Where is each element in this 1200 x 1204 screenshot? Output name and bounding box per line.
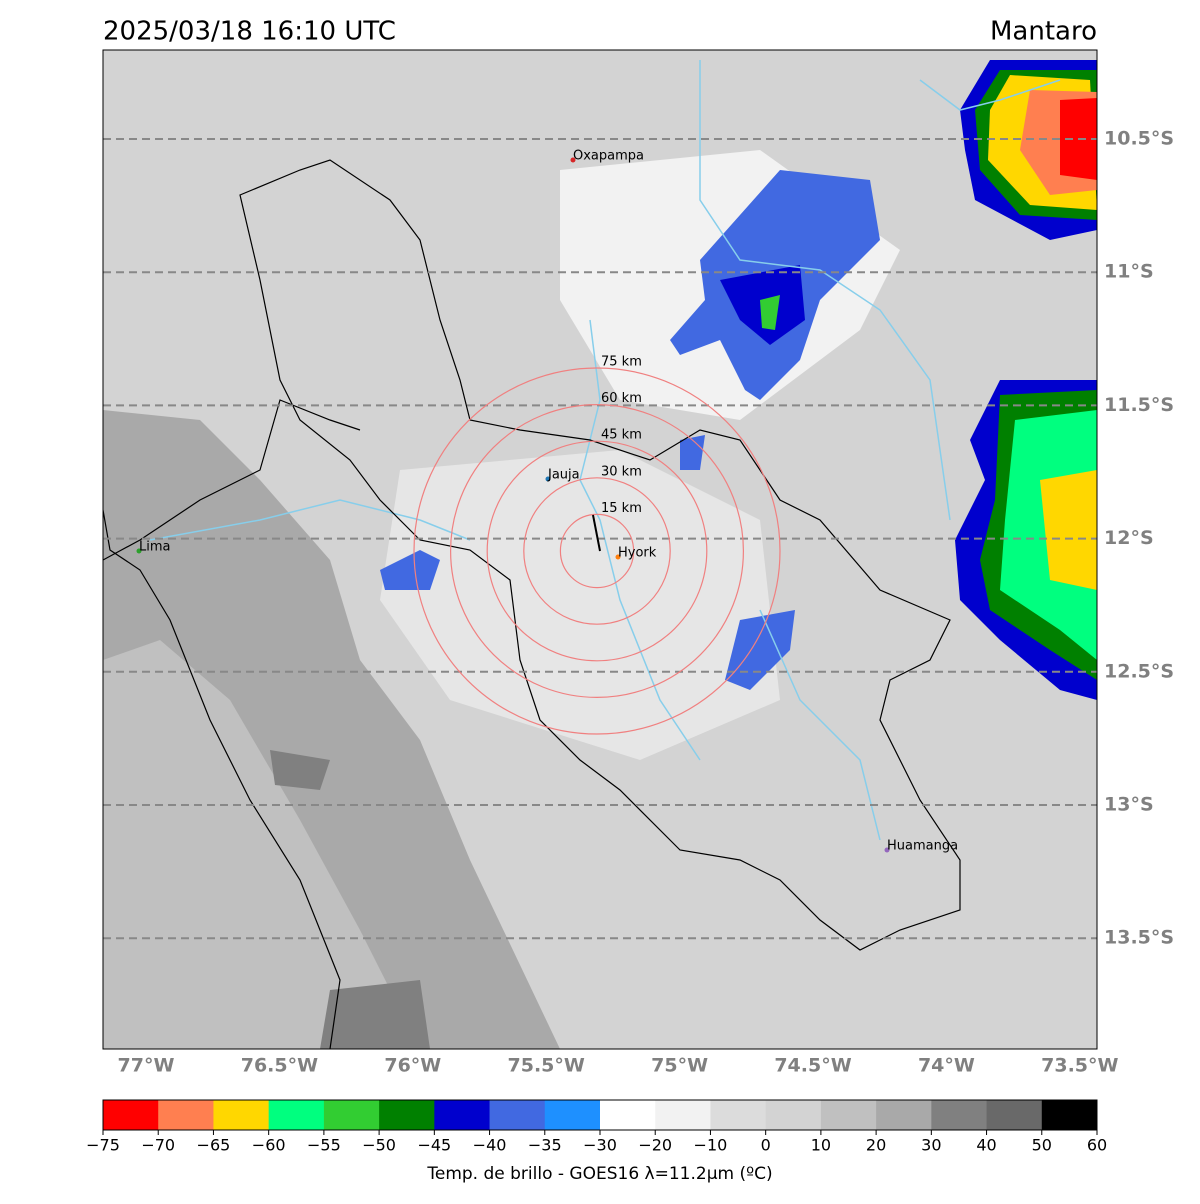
convective-cell: [380, 435, 795, 690]
colorbar-box: [323, 1100, 380, 1130]
basin-outline: [103, 159, 961, 1049]
colorbar-tick-label: −55: [307, 1136, 341, 1155]
colorbar-box: [489, 1100, 546, 1130]
city-label: Lima: [139, 540, 170, 555]
colorbar-box: [600, 1100, 656, 1130]
cloud-area: [380, 450, 780, 760]
ring-label: 60 km: [601, 391, 642, 406]
colorbar-box: [268, 1100, 325, 1130]
range-rings: [413, 367, 781, 735]
city-marker: [615, 554, 621, 560]
lon-label: 75.5°W: [508, 1055, 585, 1077]
city-label: Jauja: [547, 468, 580, 483]
rivers: [149, 60, 1061, 841]
labels: 10.5°S 11°S 11.5°S 12°S 12.5°S 13°S 13.5°S 77°W…: [86, 128, 1174, 1185]
colorbar-tick-label: −65: [197, 1136, 231, 1155]
colorbar-tick-label: −35: [528, 1136, 562, 1155]
warm-patch: [270, 750, 430, 1049]
lon-label: 73.5°W: [1041, 1055, 1118, 1077]
city-marker: [545, 476, 551, 482]
colorbar-tick-label: 0: [761, 1136, 771, 1155]
range-ring: [559, 513, 635, 589]
city-label: Oxapampa: [573, 149, 644, 164]
city-marker: [136, 548, 142, 554]
ring-label: 45 km: [601, 428, 642, 443]
colorbar-tick-label: −40: [473, 1136, 507, 1155]
map-frame: [102, 49, 1098, 1050]
ocean-area: [103, 640, 420, 1049]
colorbar-tick-label: 60: [1087, 1136, 1107, 1155]
city-marker: [884, 847, 890, 853]
city-label: Hyork: [618, 546, 657, 561]
lat-label: 10.5°S: [1104, 128, 1174, 150]
colorbar-tick-label: −75: [86, 1136, 120, 1155]
colorbar-box: [820, 1100, 877, 1130]
range-ring: [523, 477, 671, 625]
colorbar-tick-label: −20: [638, 1136, 672, 1155]
lon-label: 74.5°W: [774, 1055, 851, 1077]
colorbar-box: [1041, 1100, 1098, 1130]
lon-label: 77°W: [118, 1055, 175, 1077]
range-ring: [413, 367, 781, 735]
colorbar-box: [986, 1100, 1043, 1130]
lon-label: 76.5°W: [241, 1055, 318, 1077]
colorbar-label: Temp. de brillo - GOES16 λ=11.2μm (ºC): [426, 1164, 772, 1184]
colorbar-box: [544, 1100, 601, 1130]
convective-core: [760, 295, 780, 330]
ring-label: 15 km: [601, 501, 642, 516]
colorbar-tick-label: −70: [141, 1136, 175, 1155]
lat-label: 13°S: [1104, 794, 1154, 816]
lat-lines: [103, 138, 1097, 940]
colorbar-box: [876, 1100, 932, 1130]
colorbar-box: [103, 1100, 159, 1130]
convective-core: [1040, 470, 1097, 590]
lat-label: 11°S: [1104, 261, 1154, 283]
satellite-image: [103, 50, 1097, 1049]
colorbar-tick-label: 40: [976, 1136, 996, 1155]
lat-label: 13.5°S: [1104, 927, 1174, 949]
lon-label: 76°W: [384, 1055, 441, 1077]
colorbar-tick-label: −45: [417, 1136, 451, 1155]
ring-label: 30 km: [601, 464, 642, 479]
colorbar-tick-label: −60: [252, 1136, 286, 1155]
colorbar-tick-label: −10: [694, 1136, 728, 1155]
ring-label: 75 km: [601, 355, 642, 370]
lon-label: 74°W: [918, 1055, 975, 1077]
city-label: Huamanga: [887, 839, 958, 854]
colorbar-tick-label: 50: [1032, 1136, 1052, 1155]
lat-label: 12°S: [1104, 527, 1154, 549]
colorbar-tick-label: 30: [921, 1136, 941, 1155]
city-marker: [570, 157, 576, 163]
colorbar-box: [655, 1100, 711, 1130]
lon-label: 75°W: [651, 1055, 708, 1077]
radar-beam: [592, 514, 601, 552]
colorbar-box: [213, 1100, 270, 1130]
range-ring: [486, 440, 708, 662]
colorbar-box: [765, 1100, 822, 1130]
lat-label: 11.5°S: [1104, 394, 1174, 416]
title: 2025/03/18 16:10 UTC: [103, 17, 396, 47]
colorbar-box: [434, 1100, 491, 1130]
colorbar-tick-label: 10: [811, 1136, 831, 1155]
colorbar-box: [710, 1100, 767, 1130]
colorbar-box: [158, 1100, 214, 1130]
colorbar-box: [931, 1100, 988, 1130]
colorbar-tick-label: 20: [866, 1136, 886, 1155]
colorbar-tick-label: −50: [362, 1136, 396, 1155]
colorbar-box: [379, 1100, 435, 1130]
region-name: Mantaro: [990, 17, 1097, 47]
lat-label: 12.5°S: [1104, 660, 1174, 682]
colorbar-tick-label: −30: [583, 1136, 617, 1155]
range-ring: [450, 404, 744, 698]
